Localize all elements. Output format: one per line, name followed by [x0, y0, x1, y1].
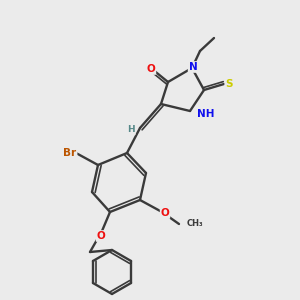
- Text: H: H: [127, 125, 135, 134]
- Text: Br: Br: [63, 148, 76, 158]
- Text: NH: NH: [197, 109, 214, 119]
- Text: O: O: [160, 208, 169, 218]
- Text: S: S: [225, 79, 233, 89]
- Text: CH₃: CH₃: [187, 220, 204, 229]
- Text: O: O: [147, 64, 155, 74]
- Text: N: N: [189, 62, 197, 72]
- Text: O: O: [97, 231, 105, 241]
